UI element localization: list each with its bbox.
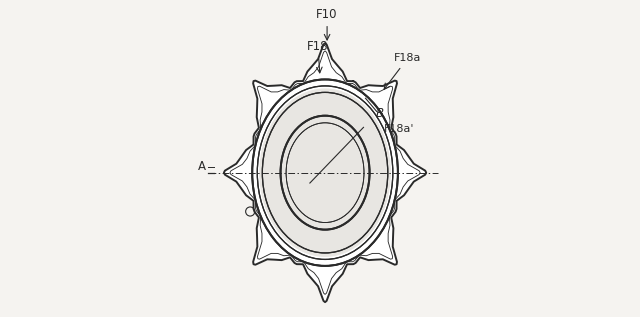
Text: B: B <box>376 107 383 120</box>
Ellipse shape <box>259 88 391 257</box>
Text: F18: F18 <box>307 40 329 73</box>
Polygon shape <box>224 43 426 302</box>
Text: F10: F10 <box>316 8 338 40</box>
Text: A: A <box>198 160 205 173</box>
Text: F18a: F18a <box>384 53 421 89</box>
Text: F18a': F18a' <box>384 124 414 134</box>
